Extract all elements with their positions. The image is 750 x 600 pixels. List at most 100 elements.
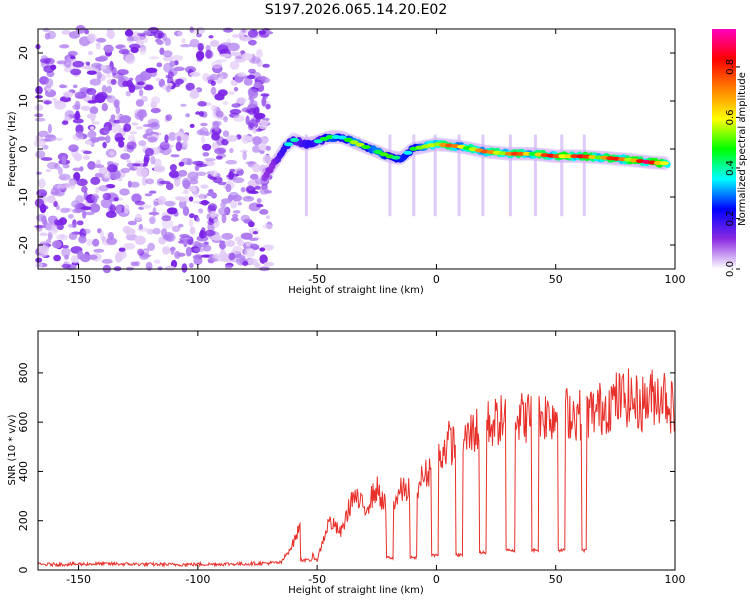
- noise-blob: [39, 232, 48, 237]
- noise-blob: [214, 93, 225, 101]
- noise-blob: [204, 158, 216, 162]
- noise-blob: [96, 37, 107, 43]
- noise-blob: [47, 123, 52, 134]
- noise-blob: [125, 233, 138, 241]
- gap-streak: [388, 134, 392, 217]
- noise-blob: [54, 100, 66, 110]
- noise-blob: [79, 166, 84, 172]
- noise-blob: [61, 263, 71, 269]
- noise-blob: [63, 58, 72, 68]
- noise-blob: [137, 248, 145, 256]
- noise-blob: [98, 185, 109, 192]
- noise-blob: [189, 90, 200, 99]
- noise-blob: [237, 201, 242, 206]
- noise-blob: [260, 93, 270, 97]
- noise-blob: [61, 247, 71, 258]
- noise-blob: [174, 250, 181, 259]
- noise-blob: [152, 227, 161, 235]
- noise-blob: [228, 171, 235, 180]
- noise-blob: [197, 101, 207, 107]
- noise-blob: [122, 225, 132, 234]
- noise-blob: [53, 254, 61, 262]
- noise-blob: [178, 169, 188, 177]
- colorbar-tick-label: 0.0: [725, 261, 736, 277]
- noise-blob: [265, 215, 271, 220]
- noise-blob: [178, 161, 185, 167]
- noise-blob: [211, 105, 217, 112]
- noise-blob: [45, 78, 54, 88]
- noise-blob: [247, 107, 257, 116]
- noise-blob: [129, 131, 138, 135]
- noise-blob: [147, 123, 158, 128]
- noise-blob: [253, 81, 262, 89]
- noise-blob: [161, 218, 174, 229]
- noise-blob: [168, 131, 177, 141]
- noise-blob: [134, 235, 146, 245]
- noise-blob: [58, 173, 71, 181]
- noise-blob: [45, 238, 52, 244]
- noise-blob: [152, 207, 157, 217]
- noise-blob: [189, 213, 195, 219]
- noise-blob: [177, 223, 184, 228]
- noise-blob: [69, 55, 76, 60]
- noise-blob: [76, 178, 88, 187]
- noise-blob: [181, 133, 190, 142]
- noise-blob: [215, 155, 223, 160]
- noise-blob: [131, 122, 139, 126]
- noise-blob: [166, 207, 178, 215]
- noise-blob: [229, 61, 240, 70]
- noise-blob: [196, 58, 203, 62]
- noise-blob: [227, 42, 240, 52]
- noise-blob: [185, 82, 195, 91]
- noise-blob: [61, 245, 69, 249]
- y-tick-label: -10: [17, 188, 30, 206]
- noise-blob: [84, 140, 93, 145]
- noise-blob: [113, 197, 119, 202]
- noise-blob: [262, 154, 272, 164]
- noise-blob: [211, 132, 221, 141]
- noise-blob: [175, 141, 182, 152]
- noise-blob: [252, 136, 262, 146]
- noise-blob: [247, 88, 258, 95]
- noise-blob: [68, 31, 81, 39]
- noise-blob: [34, 224, 46, 229]
- spectrogram-marks: [34, 24, 671, 274]
- noise-blob: [249, 243, 258, 247]
- noise-blob: [247, 258, 258, 266]
- noise-blob: [185, 246, 192, 257]
- noise-blob: [38, 130, 49, 137]
- noise-blob: [70, 68, 82, 76]
- noise-blob: [248, 221, 255, 228]
- noise-blob: [93, 248, 105, 253]
- noise-blob: [86, 70, 97, 75]
- noise-blob: [124, 54, 136, 65]
- noise-blob: [59, 84, 66, 89]
- noise-blob: [35, 95, 43, 99]
- noise-blob: [117, 69, 129, 76]
- noise-blob: [60, 207, 70, 213]
- noise-blob: [212, 218, 220, 229]
- noise-blob: [204, 229, 216, 237]
- noise-blob: [154, 259, 161, 264]
- noise-blob: [210, 170, 218, 177]
- noise-blob: [221, 232, 234, 240]
- noise-blob: [215, 110, 224, 118]
- noise-blob: [170, 154, 180, 158]
- noise-blob: [76, 220, 84, 226]
- noise-blob: [68, 179, 76, 190]
- noise-blob: [90, 176, 101, 185]
- noise-blob: [43, 100, 53, 105]
- gap-streak: [304, 134, 308, 217]
- noise-blob: [71, 200, 80, 208]
- noise-blob: [72, 172, 80, 181]
- noise-blob: [222, 100, 229, 106]
- noise-blob: [187, 171, 199, 181]
- y-tick-label: 10: [17, 94, 30, 108]
- noise-blob: [86, 61, 91, 66]
- noise-blob: [81, 65, 93, 70]
- snr-background: [38, 331, 675, 570]
- signal-peak: [391, 155, 401, 160]
- noise-blob: [251, 163, 261, 173]
